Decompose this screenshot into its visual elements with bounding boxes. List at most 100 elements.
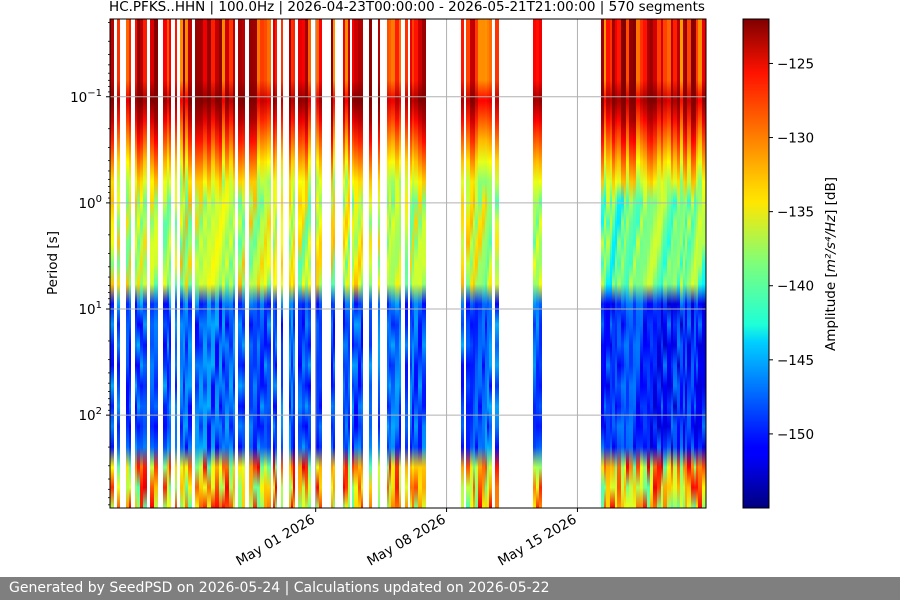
heatmap-column [389,19,391,508]
heatmap-column-white [133,19,135,508]
heatmap-column [222,19,225,508]
heatmap-column-white [542,19,544,508]
y-tick-label: 100 [78,194,102,212]
heatmap-column-white [177,19,180,508]
heatmap-column [229,19,233,508]
heatmap-column-white [245,19,249,508]
colorbar-tick-label: −150 [777,427,814,443]
heatmap-column [238,19,242,508]
heatmap-column [260,19,264,508]
y-tick-label: 101 [78,300,102,318]
heatmap-column-white [335,19,338,508]
colorbar-gradient [742,18,770,509]
heatmap-column [343,19,345,508]
heatmap-column [601,19,604,508]
heatmap-column-white [328,19,331,508]
y-axis-label: Period [s] [45,231,61,295]
heatmap-column [414,19,418,508]
heatmap-column [487,19,489,508]
heatmap-column [358,19,361,508]
heatmap-column [195,19,199,508]
heatmap-column [215,19,219,508]
heatmap-column [489,19,492,508]
heatmap-column [249,19,253,508]
heatmap-column [482,19,485,508]
heatmap-column [485,19,487,508]
colorbar: −125 −130 −135 −140 −145 −150 Amplitude [m²/s… [742,18,839,509]
heatmap-column [663,19,667,508]
colorbar-tick-label: −135 [777,205,814,221]
colorbar-label: Amplitude [m²/s⁴/Hz] [dB] [823,177,839,351]
heatmap-column [694,19,696,508]
heatmap-column-white [114,19,117,508]
heatmap-column-white [492,19,495,508]
heatmap-column [291,19,293,508]
heatmap-column [612,19,615,508]
heatmap-column [422,19,426,508]
heatmap-column [167,19,169,508]
heatmap-column [143,19,147,508]
heatmap-column [348,19,350,508]
heatmap-column-white [372,19,376,508]
heatmap-column [539,19,542,508]
heatmap-column-white [464,19,466,508]
heatmap-column [696,19,698,508]
colorbar-tick-label: −140 [777,279,814,295]
heatmap-column-white [338,19,341,508]
heatmap-column [624,19,626,508]
heatmap-column [180,19,183,508]
x-tick-label: May 08 2026 [364,512,448,570]
heatmap-column [626,19,629,508]
heatmap-column-white [277,19,281,508]
heatmap-column-white [158,19,161,508]
heatmap-column [211,19,215,508]
y-tick-label: 102 [78,406,102,424]
heatmap-column [461,19,464,508]
heatmap-column-white [384,19,387,508]
heatmap-column [378,19,380,508]
heatmap-column [633,19,636,508]
x-tick-label: May 01 2026 [233,512,317,570]
heatmap-column [629,19,633,508]
heatmap-column-white [235,19,238,508]
heatmap-column [185,19,188,508]
heatmap-column [117,19,120,508]
x-axis: May 01 2026 May 08 2026 May 15 2026 [233,508,579,569]
heatmap-column [615,19,617,508]
heatmap-column [650,19,653,508]
heatmap-column [169,19,171,508]
heatmap-column-white [123,19,126,508]
heatmap-column [305,19,308,508]
heatmap-column [203,19,207,508]
y-tick-label: 10−1 [70,88,102,106]
colorbar-label-units: m²/s⁴/Hz [823,214,839,272]
heatmap-column [319,19,322,508]
heatmap-column-white [401,19,403,508]
heatmap-column-white [271,19,273,508]
heatmap-column [647,19,650,508]
heatmap-column-white [408,19,410,508]
heatmap-column [643,19,647,508]
heatmap-column-white [131,19,133,508]
heatmap-column [207,19,211,508]
heatmap-column [264,19,267,508]
heatmap-column [225,19,229,508]
heatmap-column [331,19,333,508]
heatmap-column [617,19,621,508]
footer-bar: Generated by SeedPSD on 2026-05-24 | Cal… [0,577,900,600]
heatmap-column [369,19,372,508]
heatmap-column [267,19,271,508]
spectrogram-plot [109,18,707,509]
heatmap-column [188,19,192,508]
heatmap-column [315,19,319,508]
heatmap-column [412,19,414,508]
heatmap-column [354,19,358,508]
heatmap-column [273,19,275,508]
heatmap-column [154,19,158,508]
heatmap-column-white [147,19,150,508]
heatmap-column [466,19,470,508]
heatmap-column [470,19,473,508]
heatmap-column [410,19,412,508]
heatmap-column [289,19,291,508]
colorbar-label-prefix: Amplitude [ [823,272,839,351]
